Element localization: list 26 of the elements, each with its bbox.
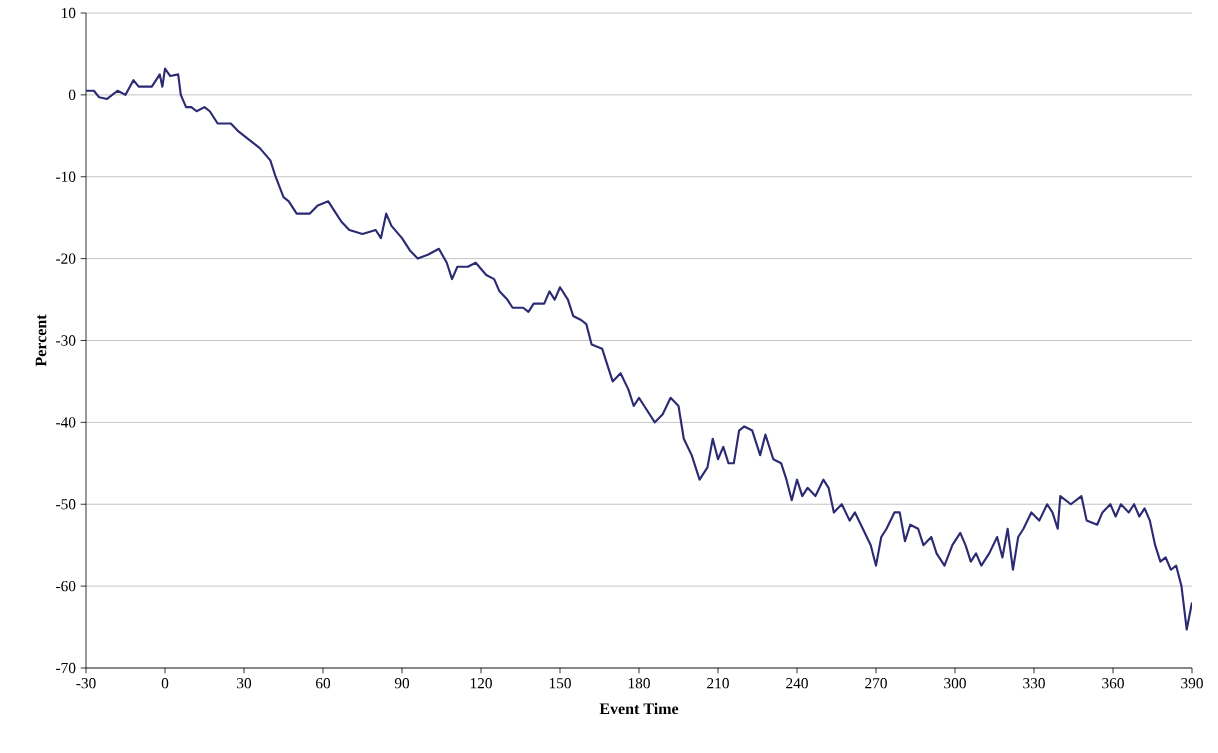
- x-tick-label: 180: [628, 678, 650, 689]
- x-tick-label: 240: [786, 678, 808, 689]
- x-tick-label: 360: [1102, 678, 1124, 689]
- x-tick-label: 90: [394, 678, 410, 689]
- y-tick-label: -50: [56, 499, 76, 510]
- x-tick-label: -30: [76, 678, 96, 689]
- x-tick-label: 30: [237, 678, 252, 689]
- y-tick-label: 0: [68, 89, 76, 101]
- y-tick-label: 10: [61, 7, 76, 19]
- x-tick-label: 150: [549, 678, 571, 689]
- x-tick-label: 270: [865, 678, 887, 689]
- x-tick-label: 390: [1181, 678, 1203, 689]
- y-tick-label: -20: [56, 253, 76, 264]
- x-tick-label: 120: [470, 678, 492, 689]
- y-tick-label: -60: [56, 580, 76, 592]
- y-tick-label: -30: [56, 335, 76, 346]
- y-tick-label: -10: [56, 171, 76, 182]
- y-tick-label: -70: [56, 662, 76, 674]
- x-tick-label: 330: [1023, 678, 1045, 689]
- x-tick-label: 0: [161, 678, 169, 689]
- x-axis-title: Event Time: [599, 702, 679, 715]
- x-tick-label: 210: [707, 678, 729, 689]
- y-tick-label: -40: [56, 417, 76, 428]
- y-axis-title: Percent: [35, 314, 47, 367]
- x-tick-label: 300: [944, 678, 966, 689]
- x-tick-label: 60: [315, 678, 331, 689]
